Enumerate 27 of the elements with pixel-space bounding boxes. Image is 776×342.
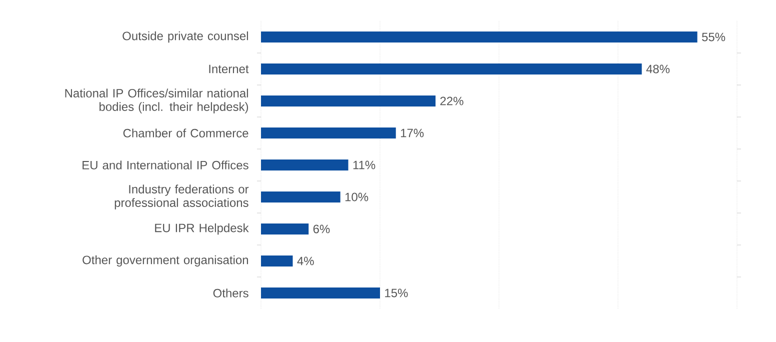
y-tick-label: EU and International IP Offices	[82, 160, 248, 170]
y-tick-label: Outside private counsel	[122, 31, 248, 43]
bar	[261, 223, 309, 234]
y-tick-label: Chamber of Commerce	[123, 128, 248, 138]
data-label: 10%	[345, 192, 368, 202]
data-label: 6%	[313, 224, 330, 234]
data-label: 17%	[400, 128, 424, 138]
bar	[261, 159, 348, 170]
data-label: 55%	[702, 32, 726, 42]
bar	[261, 191, 340, 202]
bar	[261, 128, 396, 138]
data-label: 48%	[646, 64, 670, 74]
data-label: 15%	[385, 288, 408, 298]
bar	[261, 64, 642, 74]
bar	[261, 96, 436, 106]
y-tick-label: Others	[213, 288, 248, 298]
data-label: 11%	[353, 160, 376, 170]
y-tick-label: National IP Offices/similar national bodies (incl. their helpdesk)	[65, 88, 248, 114]
y-tick-label: Other government organisation	[82, 255, 248, 267]
y-tick-label: Internet	[209, 64, 249, 74]
bar	[261, 255, 293, 266]
data-label: 4%	[297, 256, 314, 266]
y-tick-label: EU IPR Helpdesk	[155, 223, 249, 235]
bar	[261, 32, 698, 42]
data-label: 22%	[440, 96, 464, 106]
y-tick-label: Industry federations or professional associations	[114, 184, 249, 210]
bar	[261, 287, 380, 298]
